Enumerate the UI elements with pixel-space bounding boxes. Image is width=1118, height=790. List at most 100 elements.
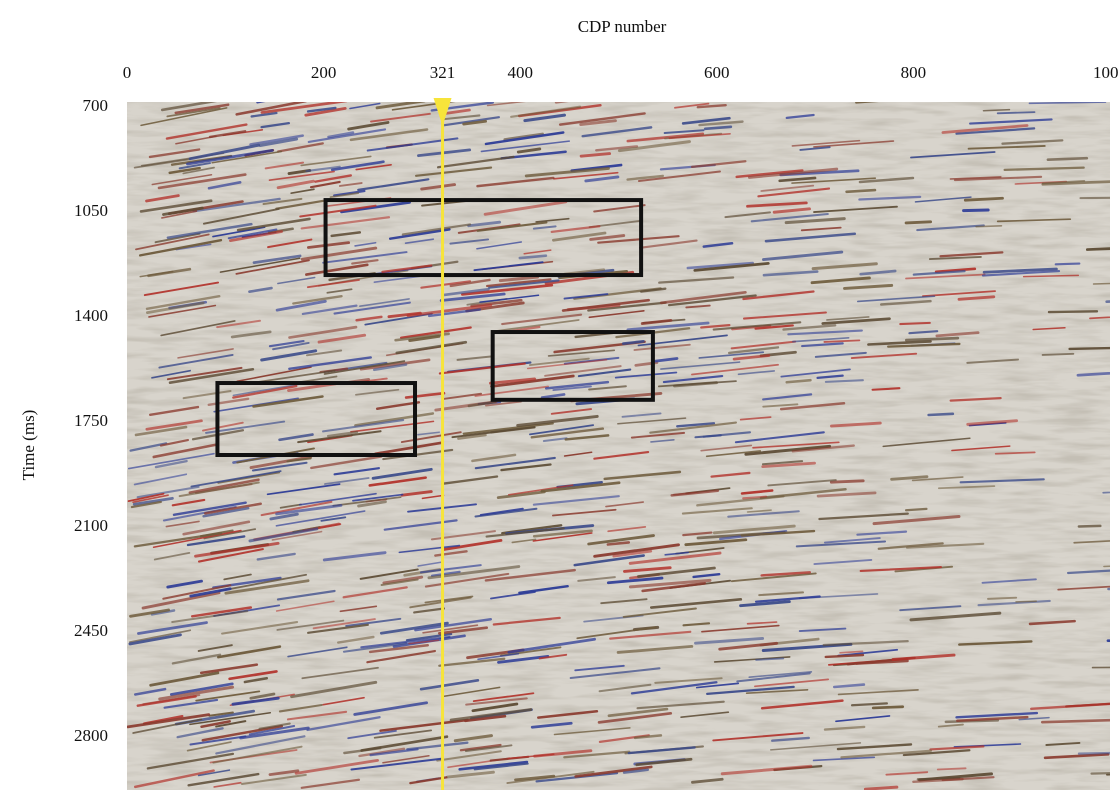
reflector: [837, 689, 919, 696]
reflector: [165, 520, 200, 528]
reflector: [235, 259, 310, 275]
reflector: [171, 653, 222, 665]
reflector: [232, 384, 298, 399]
reflector: [307, 128, 387, 144]
reflector: [514, 774, 556, 782]
reflector: [442, 539, 503, 551]
reflector: [540, 481, 621, 493]
reflector: [251, 461, 308, 472]
reflector: [626, 132, 705, 143]
reflector: [587, 534, 655, 546]
reflector: [350, 757, 443, 771]
reflector: [757, 187, 831, 198]
marker-arrow: [433, 98, 452, 126]
reflector: [309, 180, 341, 189]
reflector: [746, 201, 808, 208]
reflector: [258, 137, 299, 147]
reflector: [532, 532, 593, 542]
reflector: [518, 584, 569, 595]
reflector: [771, 736, 810, 742]
reflector: [762, 250, 844, 262]
reflector: [332, 496, 402, 507]
reflector: [791, 444, 855, 453]
reflector: [758, 591, 805, 597]
reflector: [813, 205, 898, 213]
reflector: [436, 155, 515, 169]
reflector: [130, 500, 162, 509]
reflector: [493, 319, 580, 333]
reflector: [798, 627, 847, 632]
reflector: [785, 113, 815, 120]
reflector: [584, 175, 620, 183]
reflector: [268, 170, 335, 181]
reflector: [427, 308, 482, 318]
reflector: [630, 431, 686, 439]
reflector: [813, 140, 895, 148]
reflector: [730, 572, 817, 583]
reflector: [778, 176, 817, 183]
reflector: [406, 303, 493, 318]
reflector: [908, 330, 939, 335]
reflector: [685, 304, 711, 309]
reflector: [171, 610, 249, 624]
reflector: [449, 238, 490, 245]
reflector: [705, 450, 762, 458]
reflector: [345, 617, 402, 627]
reflector: [300, 216, 391, 230]
reflector: [260, 349, 318, 362]
reflector: [166, 222, 253, 239]
reflector: [574, 765, 653, 778]
reflector: [486, 102, 527, 107]
reflector: [713, 656, 791, 663]
reflector: [821, 317, 891, 325]
reflector: [207, 397, 250, 406]
reflector: [166, 366, 243, 381]
reflector: [357, 500, 387, 508]
reflector: [182, 166, 215, 175]
reflector: [754, 595, 821, 603]
reflector: [473, 261, 544, 272]
reflector: [151, 173, 213, 186]
reflector: [327, 131, 355, 139]
reflector: [813, 559, 873, 565]
reflector: [523, 249, 552, 255]
reflector: [785, 378, 812, 384]
reflector: [552, 508, 617, 517]
reflector: [928, 255, 982, 261]
reflector: [845, 188, 877, 194]
reflector: [306, 279, 360, 289]
reflector: [680, 711, 730, 719]
reflector: [168, 367, 255, 384]
reflector: [746, 509, 772, 513]
reflector: [417, 148, 472, 158]
reflector: [326, 430, 359, 438]
reflector: [748, 671, 813, 678]
reflector: [490, 591, 536, 600]
reflector: [823, 537, 881, 544]
reflector: [1057, 585, 1110, 591]
reflector: [333, 189, 366, 197]
reflector: [640, 287, 667, 293]
reflector: [355, 315, 383, 322]
reflector: [955, 711, 1039, 719]
reflector: [936, 767, 967, 771]
reflector: [256, 102, 266, 104]
reflector: [132, 494, 169, 504]
reflector: [489, 426, 536, 434]
reflector: [730, 340, 797, 350]
reflector: [617, 140, 691, 153]
reflector: [370, 112, 431, 123]
reflector: [966, 358, 1019, 364]
reflector: [887, 342, 961, 348]
reflector: [1001, 139, 1064, 145]
reflector: [264, 161, 305, 170]
reflector: [187, 772, 260, 787]
reflector: [208, 711, 234, 717]
reflector: [640, 318, 673, 326]
reflector: [294, 758, 379, 775]
reflector: [836, 743, 913, 751]
reflector: [899, 321, 931, 326]
reflector: [518, 254, 548, 260]
reflector: [532, 529, 593, 538]
reflector: [322, 696, 365, 706]
